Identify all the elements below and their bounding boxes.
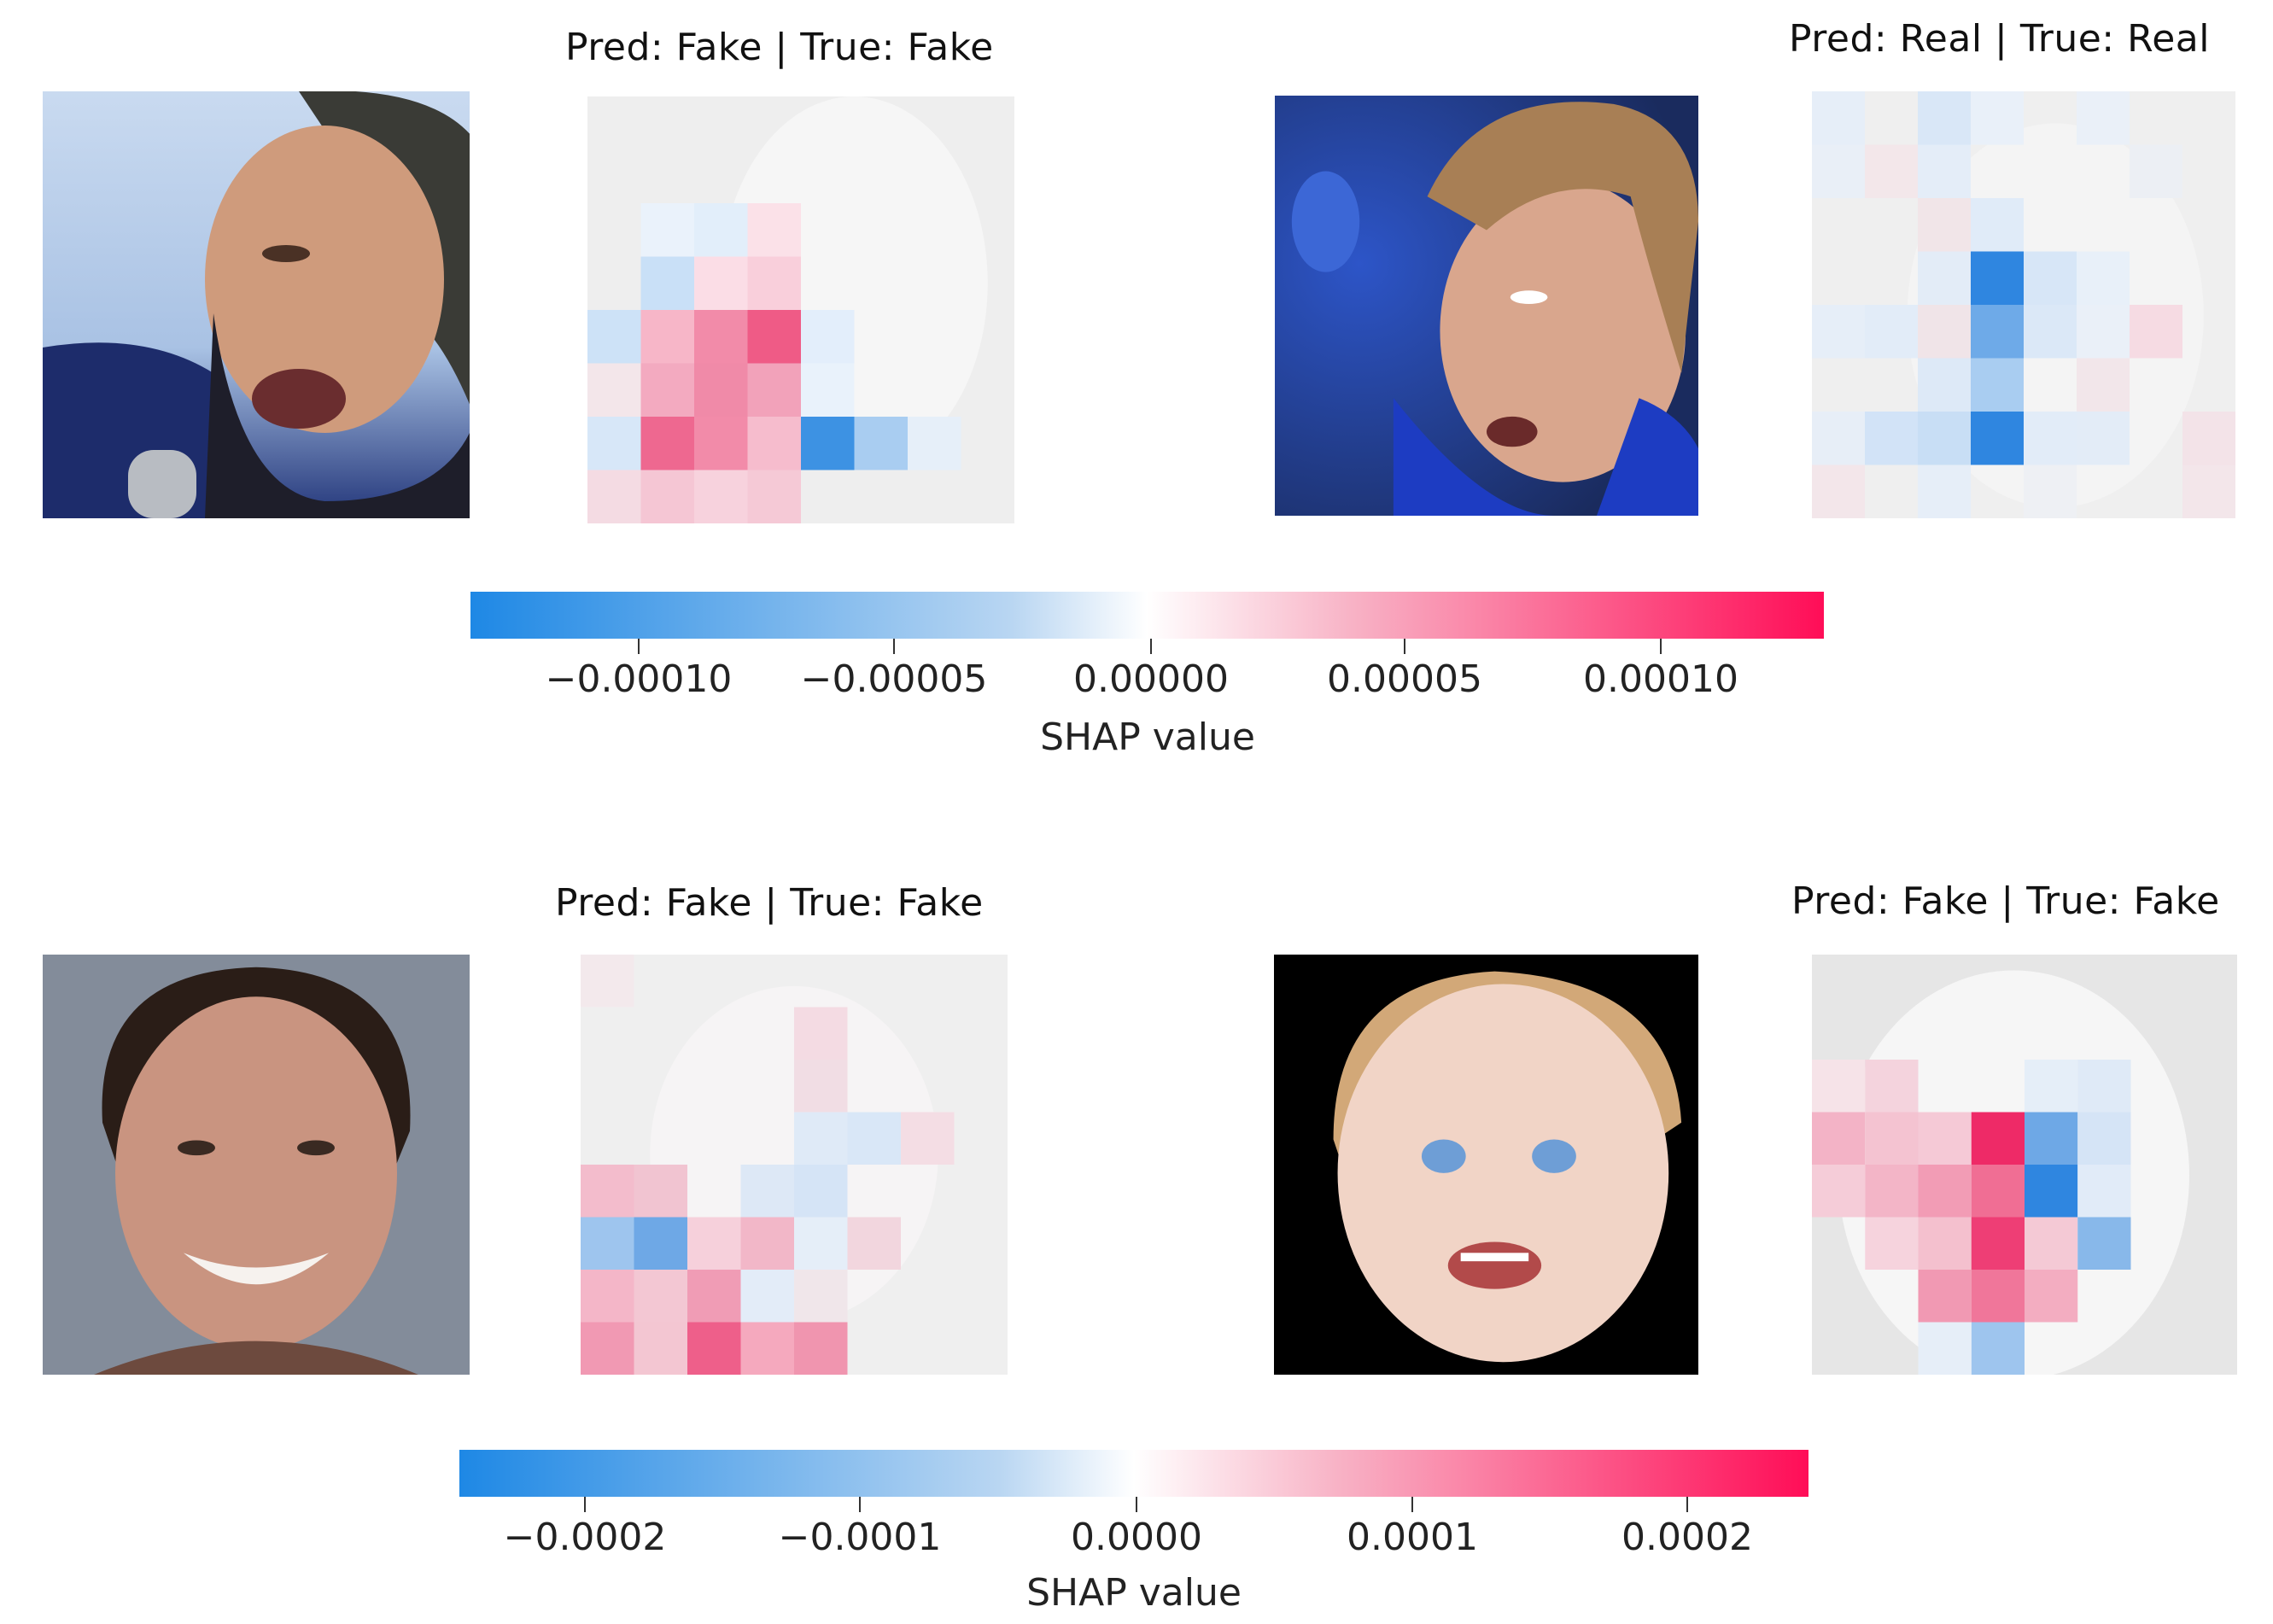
colorbar-2-tick xyxy=(1686,1497,1688,1512)
shap-heatmap-4 xyxy=(1812,955,2237,1375)
colorbar-2-tick-label: 0.0002 xyxy=(1621,1516,1753,1559)
colorbar-2-tick-label: −0.0001 xyxy=(778,1516,942,1559)
shap-heatmap-2 xyxy=(1812,91,2235,518)
colorbar-2 xyxy=(459,1450,1808,1497)
original-image-1 xyxy=(43,91,470,518)
shap-heatmap-1 xyxy=(587,96,1014,523)
colorbar-2-tick xyxy=(859,1497,861,1512)
colorbar-1-tick xyxy=(638,639,640,654)
colorbar-2-tick-label: 0.0000 xyxy=(1071,1516,1202,1559)
colorbar-1-tick xyxy=(1150,639,1152,654)
colorbar-1-tick-label: 0.00005 xyxy=(1327,657,1482,701)
colorbar-1-tick-label: 0.00010 xyxy=(1583,657,1738,701)
original-image-2 xyxy=(1275,96,1698,516)
shap-heatmap-3 xyxy=(581,955,1008,1375)
colorbar-1-tick xyxy=(1404,639,1405,654)
panel-title-1: Pred: Fake | True: Fake xyxy=(565,26,994,69)
original-image-3 xyxy=(43,955,470,1375)
colorbar-1-tick-label: −0.00010 xyxy=(545,657,733,701)
colorbar-2-tick-label: 0.0001 xyxy=(1347,1516,1478,1559)
panel-title-3: Pred: Fake | True: Fake xyxy=(555,881,984,925)
colorbar-1-tick xyxy=(1660,639,1662,654)
panel-title-2: Pred: Real | True: Real xyxy=(1789,17,2210,61)
colorbar-2-tick xyxy=(1136,1497,1137,1512)
colorbar-1-label: SHAP value xyxy=(1040,716,1255,759)
colorbar-2-tick xyxy=(584,1497,586,1512)
colorbar-1 xyxy=(470,592,1824,639)
colorbar-1-tick-label: 0.00000 xyxy=(1073,657,1229,701)
colorbar-2-tick-label: −0.0002 xyxy=(503,1516,667,1559)
colorbar-1-tick xyxy=(893,639,895,654)
panel-title-4: Pred: Fake | True: Fake xyxy=(1791,879,2220,923)
colorbar-2-tick xyxy=(1411,1497,1413,1512)
colorbar-1-tick-label: −0.00005 xyxy=(800,657,988,701)
original-image-4 xyxy=(1274,955,1698,1375)
colorbar-2-label: SHAP value xyxy=(1026,1571,1242,1615)
